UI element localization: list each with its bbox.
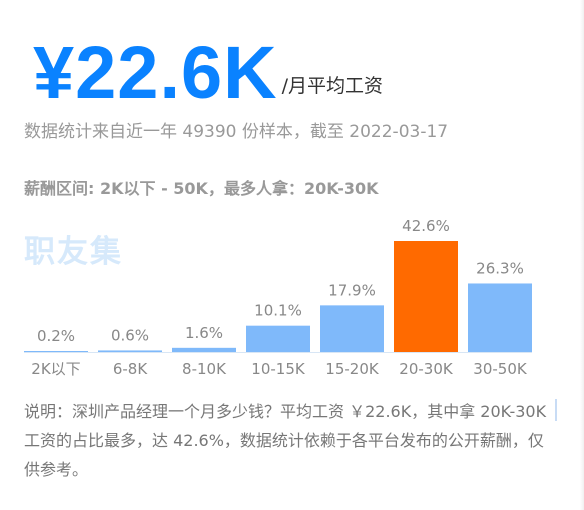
salary-distribution-chart: 0.2% 2K以下 0.6% 6-8K 1.6% 8-10K 10.1% 10-15K 17.9… [24,217,532,378]
bar-0 [24,351,88,352]
bar-1 [98,350,162,352]
value-label-6: 26.3% [476,259,524,277]
value-label-3: 10.1% [254,302,302,320]
x-tick-label-1: 6-8K [113,360,148,378]
bar-5 [394,241,458,352]
average-salary-value: ¥22.6K [33,31,278,114]
salary-range-summary: 薪酬区间: 2K以下 - 50K，最多人拿：20K-30K [24,179,379,198]
bar-2 [172,347,236,352]
x-tick-label-6: 30-50K [473,360,528,378]
brand-watermark: 职友集 [24,234,123,270]
bar-4 [320,305,384,352]
value-label-1: 0.6% [111,326,149,344]
value-label-2: 1.6% [185,324,223,342]
x-tick-label-3: 10-15K [251,360,306,378]
bar-6 [468,283,532,352]
salary-unit-label: /月平均工资 [281,75,384,97]
scroll-indicator [555,399,557,421]
salary-headline: ¥22.6K /月平均工资 [33,14,383,110]
sample-source-text: 数据统计来自近一年 49390 份样本，截至 2022-03-17 [24,122,449,142]
x-tick-label-4: 15-20K [325,360,380,378]
x-tick-label-2: 8-10K [182,360,227,378]
bar-3 [246,325,310,352]
x-tick-label-0: 2K以下 [31,360,80,378]
value-label-5: 42.6% [402,217,450,235]
description-text: 说明：深圳产品经理一个月多少钱？平均工资 ￥22.6K，其中拿 20K-30K … [24,402,547,479]
value-label-0: 0.2% [37,327,75,345]
value-label-4: 17.9% [328,281,376,299]
x-tick-label-5: 20-30K [399,360,454,378]
